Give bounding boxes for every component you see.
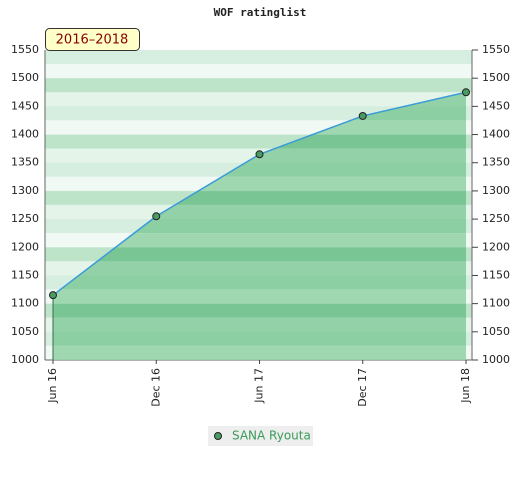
point [152, 212, 161, 221]
y-tick-label: 1150 [11, 268, 39, 281]
x-tick-label: Jun 17 [253, 368, 266, 404]
y2-tick-label: 1200 [482, 240, 510, 253]
y-tick-label: 1050 [11, 325, 39, 338]
point [462, 88, 470, 97]
y-tick-label: 1200 [11, 240, 39, 253]
y2-tick-label: 1100 [482, 297, 510, 310]
y-tick-label: 1300 [11, 184, 39, 197]
annotation-box [45, 28, 140, 51]
y2-tick-label: 1050 [482, 325, 510, 338]
y-tick-label: 1500 [11, 71, 39, 84]
chart-title: WOF ratinglist [214, 6, 307, 19]
x-tick-label: Jun 16 [46, 368, 59, 404]
y-tick-label: 1350 [11, 156, 39, 169]
legend-marker [214, 432, 222, 440]
y-tick-label: 1450 [11, 99, 39, 112]
annotation: 2016–2018 [56, 33, 129, 48]
legend-label: SANA Ryouta [232, 429, 311, 443]
y-tick-label: 1100 [11, 297, 39, 310]
x-tick-label: Dec 16 [149, 368, 162, 407]
y2-tick-label: 1250 [482, 212, 510, 225]
area [53, 92, 466, 360]
point [255, 150, 264, 159]
y-tick-label: 1400 [11, 128, 39, 141]
y2-tick-label: 1400 [482, 128, 510, 141]
y-tick-label: 1250 [11, 212, 39, 225]
y-tick-label: 1550 [11, 43, 39, 56]
y2-tick-label: 1450 [482, 99, 510, 112]
y-tick-label: 1000 [11, 353, 39, 366]
y2-tick-label: 1500 [482, 71, 510, 84]
x-tick-label: Jun 18 [459, 368, 472, 404]
x-tick-label: Dec 17 [356, 368, 369, 407]
y2-tick-label: 1150 [482, 268, 510, 281]
y2-tick-label: 1000 [482, 353, 510, 366]
legend [208, 426, 313, 446]
point [358, 111, 367, 120]
y2-tick-label: 1550 [482, 43, 510, 56]
y2-tick-label: 1300 [482, 184, 510, 197]
y2-tick-label: 1350 [482, 156, 510, 169]
point [49, 291, 57, 300]
